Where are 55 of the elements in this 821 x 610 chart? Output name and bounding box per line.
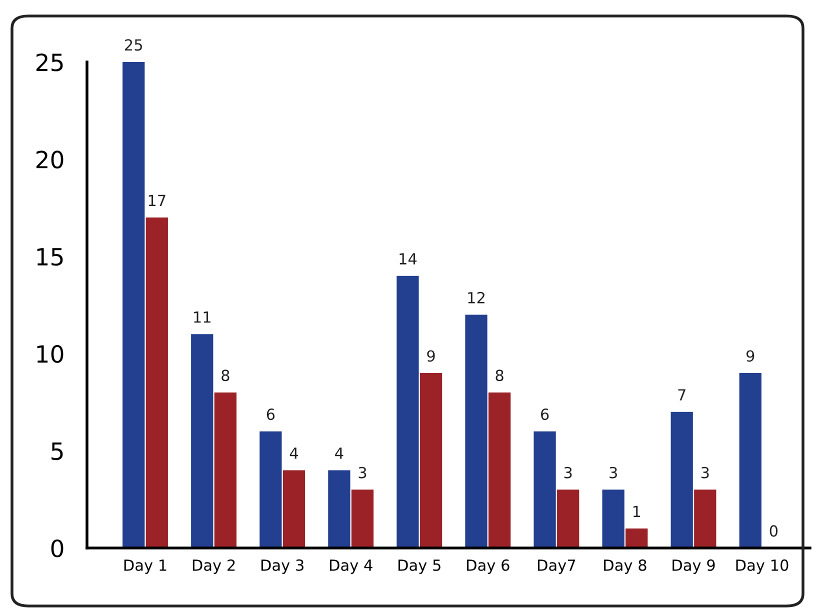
data-label: 4 — [290, 448, 298, 459]
y-tick-label: 25 — [36, 53, 63, 72]
bar — [260, 431, 282, 548]
bar — [694, 490, 716, 548]
data-label: 17 — [148, 194, 166, 206]
data-label: 0 — [770, 525, 778, 537]
bar — [420, 373, 442, 548]
x-tick-label: Day 2 — [192, 559, 235, 574]
bar — [626, 528, 648, 548]
x-tick-label: Day 9 — [672, 559, 715, 574]
x-tick-label: Day7 — [538, 560, 576, 574]
x-tick-label: Day 8 — [604, 559, 646, 574]
bar — [488, 392, 511, 548]
y-tick-label: 10 — [37, 345, 64, 363]
bar — [122, 62, 145, 548]
data-label: 6 — [266, 408, 275, 420]
y-tick-label: 0 — [51, 539, 64, 558]
bar — [534, 431, 556, 548]
x-tick-label: Day 4 — [330, 560, 372, 574]
bar — [146, 218, 168, 548]
bar — [214, 392, 236, 548]
x-tick-label: Day 5 — [398, 560, 440, 574]
y-tick-label: 20 — [36, 150, 64, 169]
data-label: 8 — [496, 370, 504, 382]
data-label: 9 — [427, 350, 435, 362]
data-label: 3 — [701, 466, 709, 478]
x-tick-label: Day 6 — [467, 559, 510, 574]
x-tick-label: Day 3 — [261, 559, 304, 574]
data-label: 3 — [564, 466, 572, 478]
data-label: 3 — [358, 466, 366, 478]
bar — [739, 373, 762, 548]
data-label: 14 — [400, 253, 417, 264]
bar — [328, 470, 350, 548]
data-label: 9 — [746, 350, 754, 362]
y-tick-label: 15 — [37, 248, 63, 266]
bar — [557, 490, 580, 548]
data-label: 11 — [194, 312, 210, 323]
data-label: 12 — [468, 292, 484, 304]
bar — [396, 276, 419, 548]
data-label: 1 — [633, 506, 640, 518]
bar — [351, 490, 374, 548]
data-label: 7 — [678, 389, 686, 400]
x-tick-label: Day 1 — [124, 560, 166, 574]
data-label: 6 — [540, 408, 549, 420]
data-label: 8 — [222, 370, 230, 382]
data-label: 4 — [335, 448, 344, 459]
bar — [670, 412, 693, 548]
bar — [465, 314, 488, 548]
x-tick-label: Day 10 — [736, 559, 788, 574]
data-label: 3 — [610, 466, 617, 478]
bar — [602, 490, 624, 548]
bar — [282, 470, 306, 548]
data-label: 25 — [125, 39, 142, 51]
y-tick-label: 5 — [52, 442, 63, 460]
bar — [191, 334, 214, 548]
